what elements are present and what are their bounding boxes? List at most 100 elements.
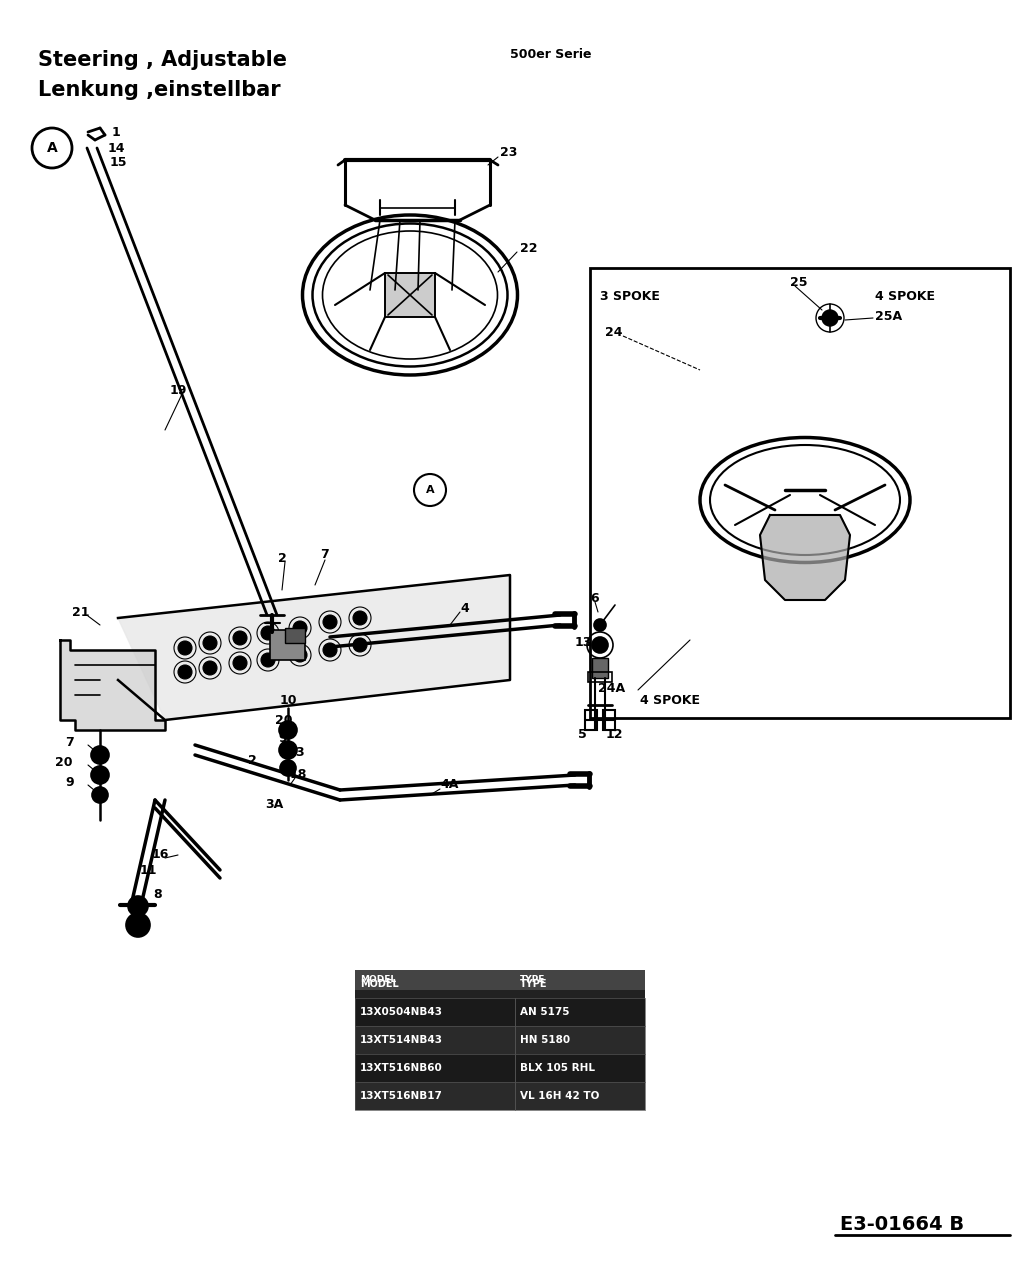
Bar	[385, 272, 436, 317]
Circle shape	[203, 636, 217, 650]
Circle shape	[128, 897, 148, 916]
Text: 16: 16	[152, 848, 169, 862]
Text: 18: 18	[290, 769, 308, 781]
Circle shape	[823, 310, 838, 326]
Bar	[355, 969, 645, 990]
Text: 7: 7	[320, 549, 329, 561]
Text: 13XT516NB17: 13XT516NB17	[360, 1091, 443, 1101]
Text: 4A: 4A	[440, 779, 458, 792]
Text: 20: 20	[275, 714, 292, 726]
Bar	[585, 710, 596, 730]
Text: 23: 23	[499, 147, 517, 160]
Text: 3A: 3A	[265, 798, 283, 811]
Text: 3: 3	[295, 746, 303, 758]
Text: 1: 1	[112, 127, 121, 139]
Bar	[603, 710, 615, 730]
Text: 2: 2	[248, 753, 257, 766]
Bar	[515, 998, 645, 1026]
Text: A: A	[425, 485, 434, 495]
Text: 24: 24	[605, 326, 622, 339]
Circle shape	[323, 615, 337, 629]
Bar	[592, 657, 608, 678]
Bar	[355, 998, 645, 1026]
Bar	[590, 269, 1010, 718]
Bar	[355, 1026, 515, 1054]
Circle shape	[178, 641, 192, 655]
Bar	[355, 1082, 515, 1110]
Text: 6: 6	[590, 591, 599, 605]
Circle shape	[353, 611, 367, 625]
Text: 20: 20	[55, 756, 72, 769]
Circle shape	[261, 625, 275, 640]
Bar	[355, 998, 515, 1026]
Text: 25A: 25A	[875, 310, 902, 322]
Text: 4 SPOKE: 4 SPOKE	[875, 289, 935, 303]
Text: 21: 21	[72, 605, 90, 619]
Circle shape	[233, 631, 247, 645]
Circle shape	[323, 643, 337, 657]
Text: 22: 22	[520, 242, 538, 255]
Text: 14: 14	[108, 142, 126, 155]
Circle shape	[293, 622, 307, 634]
Text: Lenkung ,einstellbar: Lenkung ,einstellbar	[38, 81, 281, 100]
Text: 500er Serie: 500er Serie	[510, 49, 591, 61]
Bar	[385, 272, 436, 317]
Circle shape	[594, 619, 606, 631]
Text: TYPE: TYPE	[520, 978, 548, 989]
Text: 9: 9	[65, 775, 73, 788]
Text: 2: 2	[278, 551, 287, 564]
Text: 7: 7	[65, 735, 73, 748]
Circle shape	[178, 665, 192, 679]
Text: VL 16H 42 TO: VL 16H 42 TO	[520, 1091, 600, 1101]
Circle shape	[91, 766, 109, 784]
Text: TYPE: TYPE	[520, 976, 545, 985]
Polygon shape	[760, 515, 850, 600]
Text: 13X0504NB43: 13X0504NB43	[360, 1007, 443, 1017]
Circle shape	[92, 787, 108, 803]
Circle shape	[353, 638, 367, 652]
Text: AN 5175: AN 5175	[520, 1007, 570, 1017]
Text: 9: 9	[278, 732, 287, 744]
Text: 24A: 24A	[598, 682, 625, 694]
Bar	[515, 1026, 645, 1054]
Bar	[355, 1054, 645, 1082]
Circle shape	[279, 741, 297, 758]
Circle shape	[261, 654, 275, 668]
Circle shape	[279, 721, 297, 739]
Circle shape	[280, 760, 296, 776]
Bar	[588, 671, 612, 682]
Circle shape	[293, 648, 307, 663]
Text: Steering , Adjustable: Steering , Adjustable	[38, 50, 287, 70]
Text: 8: 8	[153, 889, 162, 902]
Text: E3-01664 B: E3-01664 B	[840, 1215, 964, 1234]
Text: 13XT514NB43: 13XT514NB43	[360, 1035, 443, 1045]
Text: 4: 4	[460, 601, 469, 614]
Text: 25: 25	[791, 276, 807, 289]
Polygon shape	[60, 640, 165, 730]
Bar	[355, 1026, 645, 1054]
Text: A: A	[46, 141, 58, 155]
Bar	[355, 969, 645, 998]
Text: 19: 19	[170, 384, 188, 396]
Text: 15: 15	[110, 156, 128, 169]
Circle shape	[126, 913, 150, 938]
Text: 4 SPOKE: 4 SPOKE	[640, 693, 700, 706]
Bar	[355, 1082, 645, 1110]
Text: 13XT516NB60: 13XT516NB60	[360, 1063, 443, 1073]
Polygon shape	[118, 576, 510, 720]
Bar	[285, 628, 305, 643]
Text: 13: 13	[575, 636, 592, 648]
Text: 10: 10	[280, 693, 297, 706]
Circle shape	[91, 746, 109, 764]
Text: MODEL: MODEL	[360, 978, 398, 989]
Text: HN 5180: HN 5180	[520, 1035, 570, 1045]
Bar	[355, 1054, 515, 1082]
Bar	[515, 1082, 645, 1110]
Text: 5: 5	[578, 729, 587, 742]
Text: MODEL: MODEL	[360, 976, 396, 985]
Circle shape	[203, 661, 217, 675]
Text: 11: 11	[140, 863, 158, 876]
Text: 3 SPOKE: 3 SPOKE	[600, 289, 659, 303]
Text: 12: 12	[606, 729, 623, 742]
Text: BLX 105 RHL: BLX 105 RHL	[520, 1063, 595, 1073]
